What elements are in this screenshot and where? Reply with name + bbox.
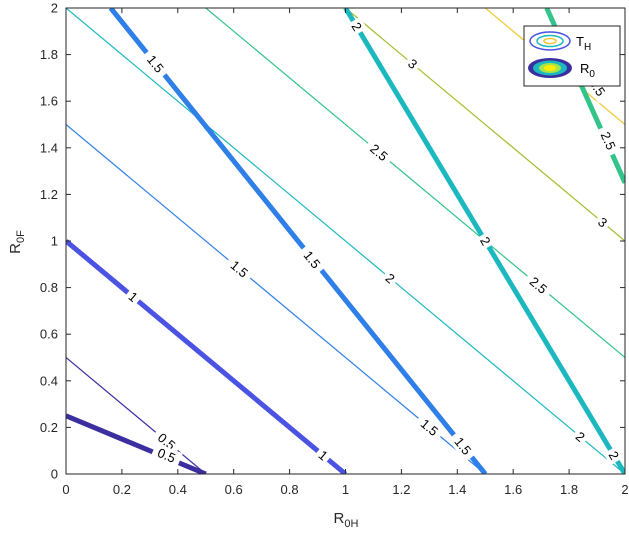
contour-label-group: 2: [474, 231, 496, 251]
contour-label-gap: [312, 444, 334, 466]
contour-label-gap: [379, 267, 401, 289]
contour-label-group: 3: [402, 53, 423, 75]
x-tick-label: 0.6: [225, 482, 243, 497]
contour-line-r0-1-5: [108, 8, 488, 474]
contour-label-r0-2-5: 2.5: [598, 129, 619, 152]
x-tick-label: 0.4: [169, 482, 187, 497]
x-tick-label: 0.8: [281, 482, 299, 497]
contour-label-gap: [592, 211, 613, 233]
legend-label-th-sub: H: [584, 42, 591, 53]
contour-label-gap: [150, 442, 183, 469]
y-tick-label: 0.6: [40, 327, 58, 342]
x-axis-title-sub: 0H: [344, 518, 358, 530]
x-tick-label: 1.8: [560, 482, 578, 497]
contour-label-gap: [569, 426, 591, 448]
contour-labels: 0.51.51.5222.52.5330.5111.51.51.52222.53…: [122, 16, 625, 469]
legend-entry-th: TH: [529, 31, 591, 53]
y-tick-label: 1.8: [40, 47, 58, 62]
contour-label-r0-0-5: 0.5: [155, 445, 177, 466]
y-axis-ticks: 0 0.2 0.4 0.6 0.8 1 1.2 1.4 1.6 1.8 2: [40, 1, 625, 482]
x-tick-label: 1.4: [448, 482, 466, 497]
x-tick-label: 1.6: [504, 482, 522, 497]
contour-label-group: 2.5: [595, 124, 622, 158]
legend-box: [523, 25, 621, 87]
contour-line-th-1-5: [66, 124, 486, 474]
x-tick-label: 0.2: [113, 482, 131, 497]
y-tick-label: 2: [51, 1, 58, 16]
x-tick-label: 2: [621, 482, 628, 497]
y-tick-label: 0.4: [40, 373, 58, 388]
y-axis-title: R0F: [7, 230, 27, 254]
contour-line-th-2-5: [205, 8, 625, 358]
legend-label-th-main: T: [576, 34, 584, 49]
legend-label-r0-main: R: [580, 61, 589, 76]
y-tick-label: 1.6: [40, 94, 58, 109]
legend-label-th: TH: [576, 34, 591, 53]
y-tick-label: 1.2: [40, 187, 58, 202]
contour-label-group: 1: [312, 444, 334, 466]
legend-label-r0: R0: [580, 61, 595, 80]
x-tick-label: 1: [342, 482, 349, 497]
contour-label-gap: [474, 231, 496, 251]
contour-label-gap: [362, 137, 396, 168]
contour-label-gap: [522, 270, 555, 301]
contour-label-group: 2: [603, 445, 625, 466]
legend-entry-r0: R0: [528, 58, 595, 80]
y-axis-title-main: R: [7, 243, 24, 254]
legend-swatch-r0: [528, 58, 572, 78]
contour-label-gap: [296, 243, 328, 276]
legend-swatch-th: [529, 31, 571, 51]
contour-line-th-0-5: [66, 357, 207, 474]
contour-label-group: 3: [592, 211, 613, 233]
contour-label-gap: [346, 16, 368, 37]
contour-label-group: 0.5: [150, 442, 183, 469]
x-axis-title: R0H: [334, 510, 359, 530]
x-axis-title-main: R: [334, 510, 345, 527]
contour-label-gap: [223, 253, 256, 285]
y-tick-label: 0.2: [40, 420, 58, 435]
contour-label-gap: [447, 429, 479, 463]
legend: TH R0: [523, 25, 621, 87]
contour-label-gap: [413, 412, 446, 443]
x-tick-label: 1.2: [392, 482, 410, 497]
legend-label-r0-sub: 0: [589, 69, 595, 80]
contour-label-gap: [140, 47, 171, 81]
x-tick-label: 0: [62, 482, 69, 497]
contour-label-group: 2: [346, 16, 368, 37]
contour-label-group: 2: [379, 267, 401, 289]
y-tick-label: 0: [51, 467, 58, 482]
contour-line-th-3: [345, 8, 625, 242]
contour-label-gap: [122, 286, 144, 308]
contour-label-group: 2: [569, 426, 591, 448]
y-tick-label: 0.8: [40, 280, 58, 295]
y-axis-title-sub: 0F: [15, 230, 27, 243]
contour-label-gap: [603, 445, 625, 466]
contour-line-r0-0-5: [66, 413, 207, 474]
contour-line-r0-1: [66, 239, 348, 474]
y-tick-label: 1: [51, 234, 58, 249]
x-axis-ticks: 0 0.2 0.4 0.6 0.8 1 1.2 1.4 1.6 1.8 2: [62, 8, 629, 497]
contour-label-gap: [150, 426, 183, 457]
y-tick-label: 1.4: [40, 140, 58, 155]
contour-label-group: 1: [122, 286, 144, 308]
contour-line-th-2: [66, 8, 625, 474]
contour-label-gap: [402, 53, 423, 75]
contour-label-gap: [595, 124, 622, 158]
